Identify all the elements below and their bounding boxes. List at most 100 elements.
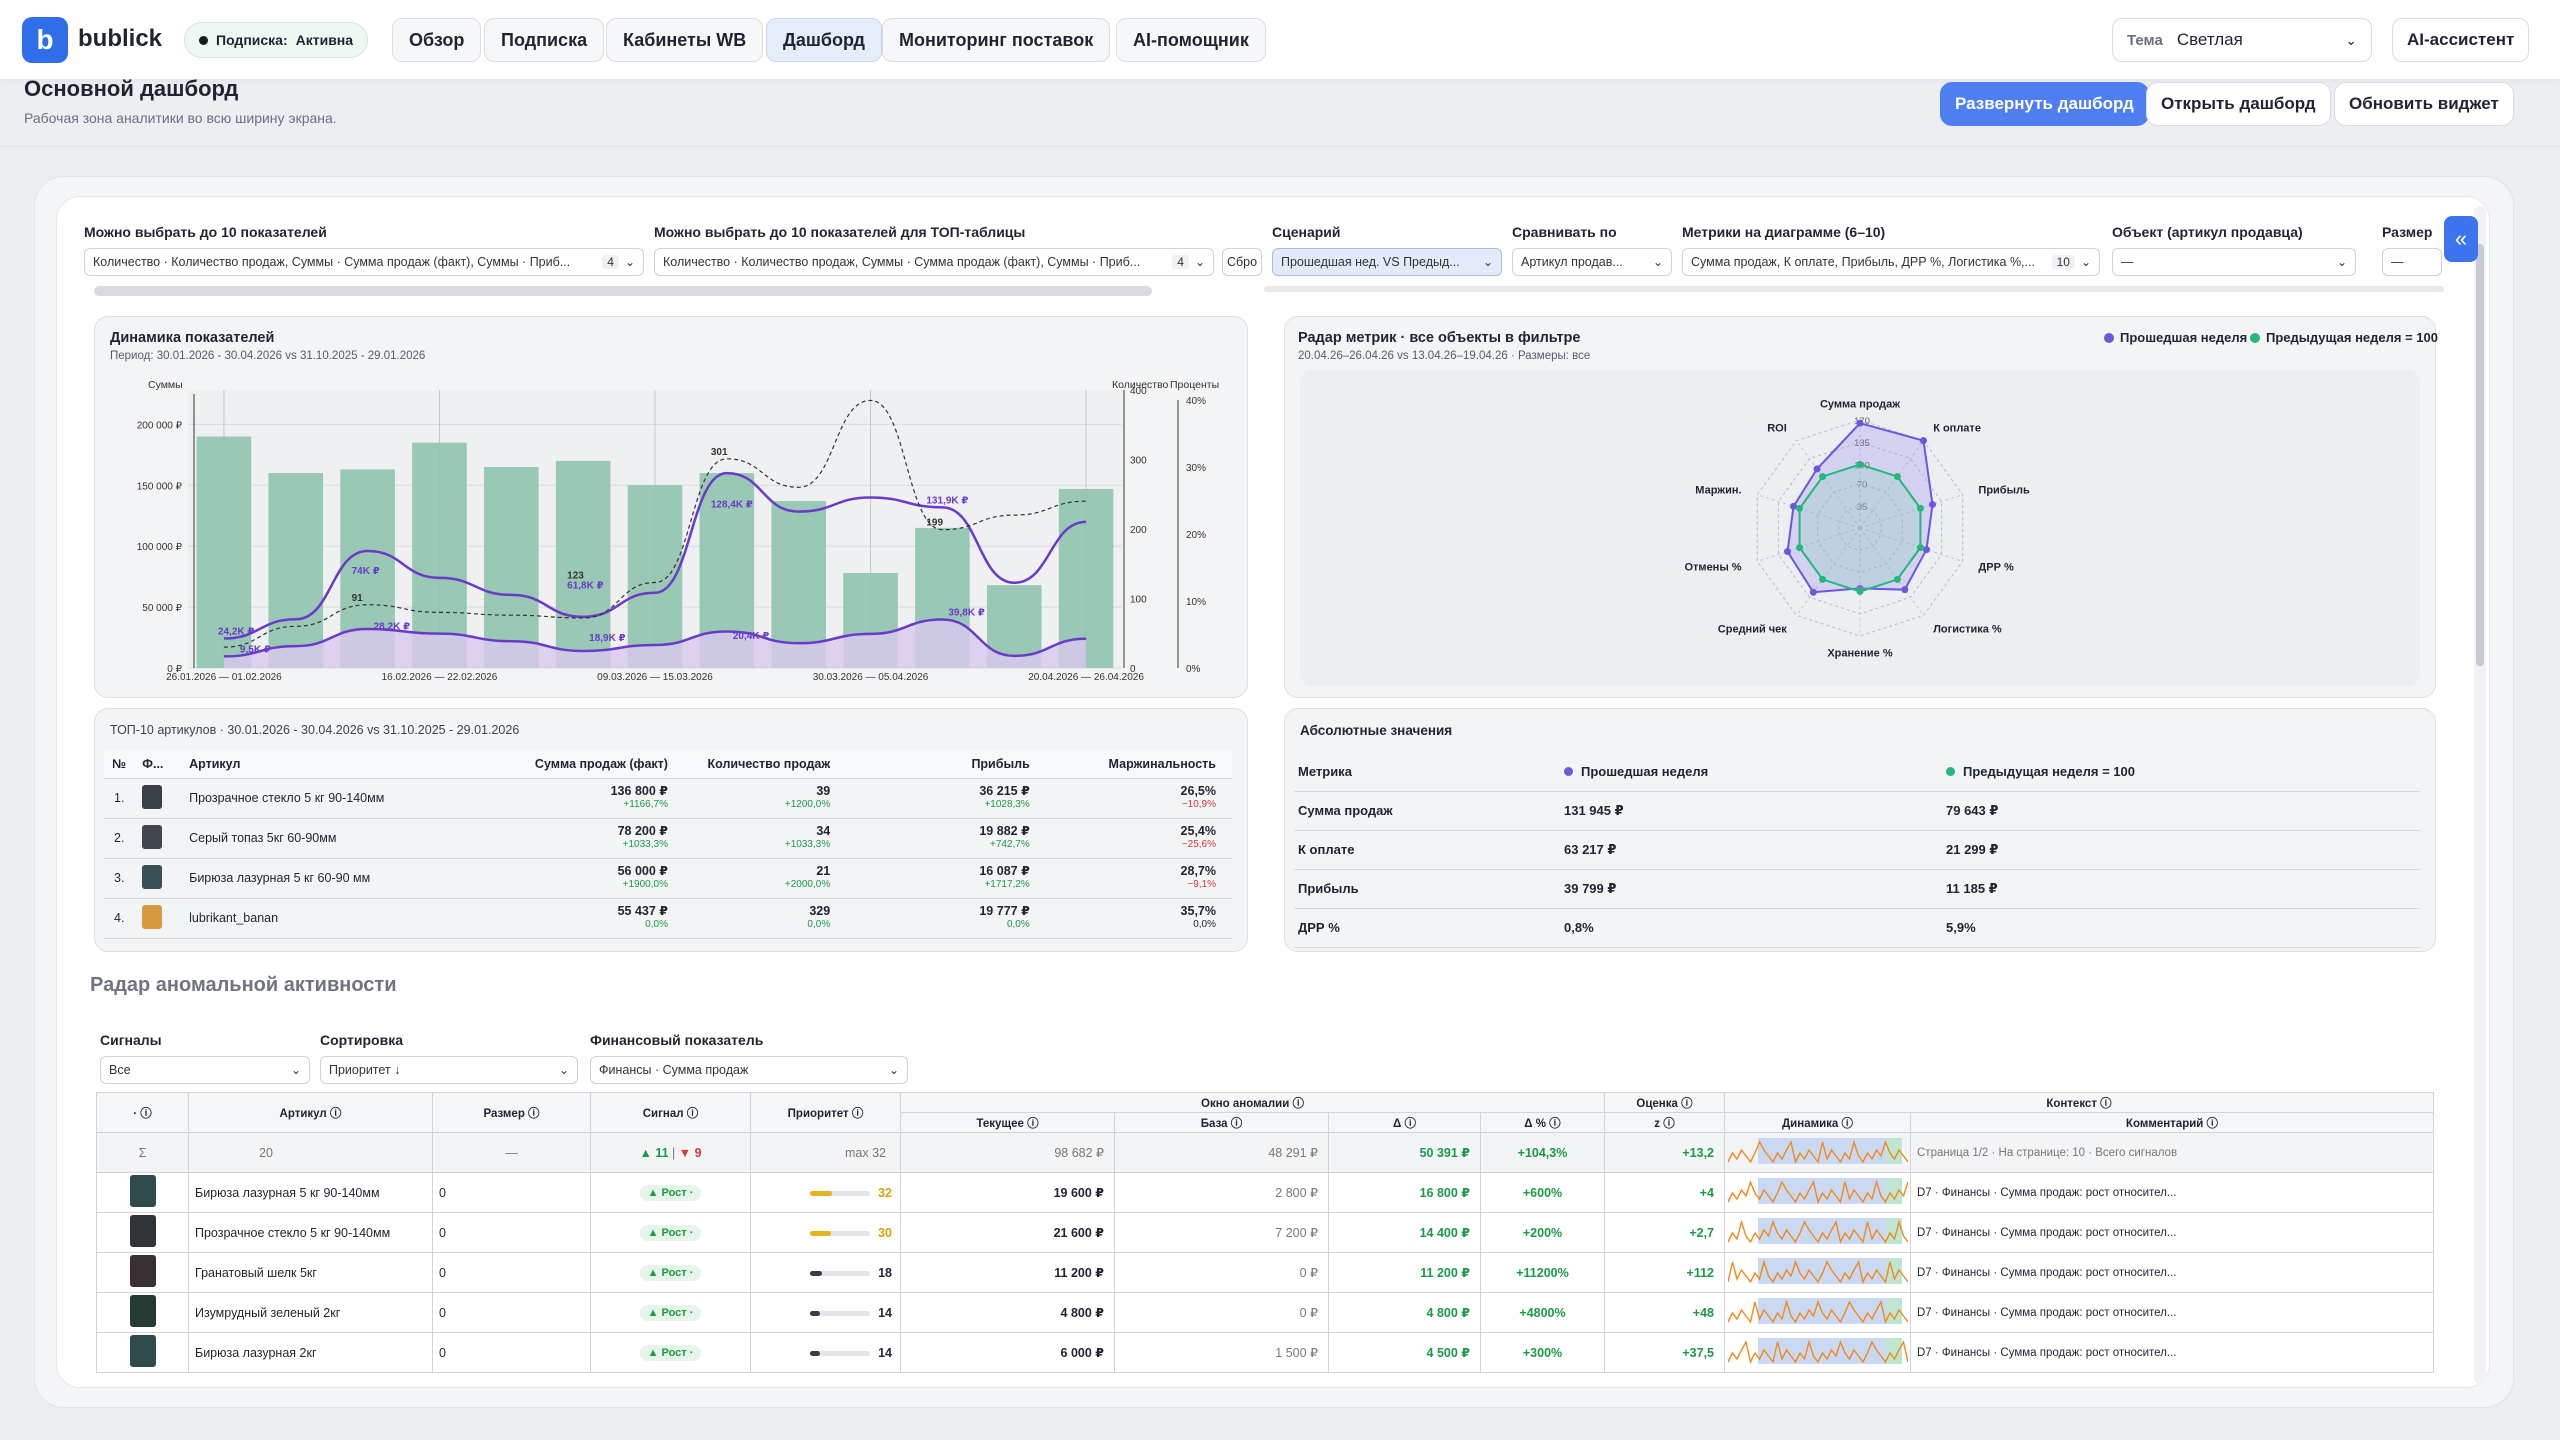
- bar[interactable]: [484, 467, 539, 668]
- sparkline: [1726, 1138, 1909, 1165]
- object-select[interactable]: — ⌄: [2112, 248, 2356, 276]
- anomaly-base: 0 ₽: [1114, 1252, 1329, 1293]
- radar-point[interactable]: [1819, 575, 1827, 583]
- table-row[interactable]: 4. lubrikant_banan 55 437 ₽0,0% 329 0,0% …: [104, 898, 1232, 939]
- bar[interactable]: [555, 460, 611, 668]
- radar-point[interactable]: [1856, 588, 1864, 596]
- radar-point[interactable]: [1893, 575, 1901, 583]
- app-logo[interactable]: b: [22, 17, 68, 63]
- profit-delta: +1028,3%: [984, 799, 1030, 810]
- summary-delta-pct: +104,3%: [1480, 1132, 1605, 1173]
- product-thumbnail: [96, 1332, 189, 1373]
- an-col-article: Артикул ⓘ: [188, 1092, 433, 1133]
- article-name[interactable]: Прозрачное стекло 5 кг 90-140мм: [189, 778, 445, 819]
- signals-select[interactable]: Все ⌄: [100, 1056, 310, 1084]
- bar[interactable]: [268, 473, 324, 668]
- profit-delta: 0,0%: [1006, 919, 1030, 930]
- filters-horizontal-scrollbar[interactable]: [94, 286, 1152, 296]
- priority-value: 14: [878, 1305, 892, 1320]
- anomaly-delta-pct: +600%: [1480, 1172, 1605, 1213]
- radar-point[interactable]: [1809, 588, 1817, 596]
- radar-point[interactable]: [1819, 473, 1827, 481]
- fin-select[interactable]: Финансы · Сумма продаж ⌄: [590, 1056, 908, 1084]
- refresh-widget-button[interactable]: Обновить виджет: [2334, 82, 2514, 126]
- radar-point[interactable]: [1796, 544, 1804, 552]
- table-row[interactable]: 1. Прозрачное стекло 5 кг 90-140мм 136 8…: [104, 778, 1232, 819]
- anomaly-article[interactable]: Прозрачное стекло 5 кг 90-140мм: [188, 1212, 433, 1253]
- scenario-select[interactable]: Прошедшая нед. VS Предыд... ⌄: [1272, 248, 1502, 276]
- radar-metrics-select[interactable]: Сумма продаж, К оплате, Прибыль, ДРР %, …: [1682, 248, 2100, 276]
- radar-point[interactable]: [1916, 544, 1924, 552]
- radar-point[interactable]: [1916, 504, 1924, 512]
- filters-horizontal-scrollbar-2[interactable]: [1264, 286, 2444, 292]
- abs-values-table: Метрика Прошедшая неделя Предыдущая неде…: [1294, 752, 2420, 948]
- abs-prev: 79 643 ₽: [1946, 791, 2420, 831]
- table-row[interactable]: 2. Серый топаз 5кг 60-90мм 78 200 ₽ +1033…: [104, 818, 1232, 859]
- ai-assistant-button[interactable]: AI-ассистент: [2392, 18, 2530, 62]
- top-metrics-select[interactable]: Количество · Количество продаж, Суммы · …: [654, 248, 1214, 276]
- product-photo-icon: [129, 1175, 156, 1207]
- theme-select[interactable]: Тема Светлая ⌄: [2112, 18, 2372, 62]
- article-name[interactable]: Серый топаз 5кг 60-90мм: [189, 818, 445, 859]
- radar-point[interactable]: [1813, 465, 1821, 473]
- row-number: 4.: [104, 898, 143, 939]
- margin-cell: 26,5% −10,9%: [1029, 778, 1232, 819]
- scrollbar-thumb[interactable]: [2476, 244, 2484, 666]
- nav-overview[interactable]: Обзор: [392, 18, 482, 62]
- expand-dashboard-button[interactable]: Развернуть дашборд: [1940, 82, 2149, 126]
- radar-metrics-count: 10: [2051, 255, 2075, 269]
- nav-supply-monitoring[interactable]: Мониторинг поставок: [882, 18, 1111, 62]
- radar-point[interactable]: [1856, 460, 1864, 468]
- y-right2-tick-label: 0%: [1186, 664, 1201, 675]
- size-select[interactable]: —: [2382, 248, 2442, 276]
- vertical-scrollbar[interactable]: [2474, 206, 2486, 1384]
- compare-select[interactable]: Артикул продав... ⌄: [1512, 248, 1672, 276]
- article-name[interactable]: lubrikant_banan: [189, 898, 445, 939]
- radar-point[interactable]: [1783, 548, 1791, 556]
- table-row[interactable]: Бирюза лазурная 5 кг 90-140мм 0 ▲ Рост ·…: [96, 1172, 2434, 1213]
- anomaly-article[interactable]: Изумрудный зеленый 2кг: [188, 1292, 433, 1333]
- metrics-select[interactable]: Количество · Количество продаж, Суммы · …: [84, 248, 644, 276]
- abs-prev: 5,9%: [1946, 908, 2420, 948]
- radar-point[interactable]: [1856, 419, 1864, 427]
- anomaly-article[interactable]: Бирюза лазурная 2кг: [188, 1332, 433, 1373]
- anomaly-signal-cell: ▲ Рост ·: [590, 1332, 751, 1373]
- bar[interactable]: [196, 436, 252, 668]
- sort-select[interactable]: Приоритет ↓ ⌄: [320, 1056, 578, 1084]
- anomaly-article[interactable]: Гранатовый шелк 5кг: [188, 1252, 433, 1293]
- anomaly-article[interactable]: Бирюза лазурная 5 кг 90-140мм: [188, 1172, 433, 1213]
- table-row[interactable]: Гранатовый шелк 5кг 0 ▲ Рост · 18 11 200…: [96, 1252, 2434, 1293]
- collapse-panel-icon[interactable]: «: [2444, 216, 2478, 262]
- reset-button[interactable]: Сбро: [1222, 248, 1262, 276]
- radar-point[interactable]: [1893, 473, 1901, 481]
- priority-fill: [810, 1230, 832, 1236]
- col-margin: Маржинальность: [1029, 750, 1232, 779]
- open-dashboard-button[interactable]: Открыть дашборд: [2146, 82, 2331, 126]
- table-row[interactable]: 3. Бирюза лазурная 5 кг 60-90 мм 56 000 …: [104, 858, 1232, 899]
- table-row[interactable]: Прозрачное стекло 5 кг 90-140мм 0 ▲ Рост…: [96, 1212, 2434, 1253]
- abs-current: 39 799 ₽: [1564, 869, 1946, 909]
- radar-point[interactable]: [1796, 504, 1804, 512]
- bar[interactable]: [771, 501, 826, 668]
- product-photo-icon: [129, 1215, 156, 1247]
- data-label: 123: [567, 571, 584, 582]
- fin-label: Финансовый показатель: [590, 1032, 764, 1048]
- an-group-context: Контекст ⓘ: [1724, 1092, 2434, 1113]
- radar-point[interactable]: [1790, 502, 1798, 510]
- y-right-tick-label: 400: [1130, 386, 1147, 397]
- bar[interactable]: [627, 485, 683, 668]
- radar-point[interactable]: [1919, 437, 1927, 445]
- radar-point[interactable]: [1922, 546, 1930, 554]
- nav-dashboard[interactable]: Дашборд: [766, 18, 882, 62]
- bar[interactable]: [412, 442, 467, 668]
- article-name[interactable]: Бирюза лазурная 5 кг 60-90 мм: [189, 858, 445, 899]
- table-row[interactable]: Бирюза лазурная 2кг 0 ▲ Рост · 14 6 000 …: [96, 1332, 2434, 1373]
- table-row[interactable]: Изумрудный зеленый 2кг 0 ▲ Рост · 14 4 8…: [96, 1292, 2434, 1333]
- radar-point[interactable]: [1929, 500, 1937, 508]
- dynamics-chart: 0 ₽ 50 000 ₽ 100 000 ₽ 150 000 ₽ 200 000 ₽ 0 1…: [137, 379, 1219, 683]
- nav-ai-helper[interactable]: AI-помощник: [1116, 18, 1266, 62]
- nav-subscription[interactable]: Подписка: [484, 18, 605, 62]
- nav-wb-cabinets[interactable]: Кабинеты WB: [606, 18, 764, 62]
- margin-delta: 0,0%: [1193, 919, 1216, 930]
- radar-point[interactable]: [1901, 586, 1909, 594]
